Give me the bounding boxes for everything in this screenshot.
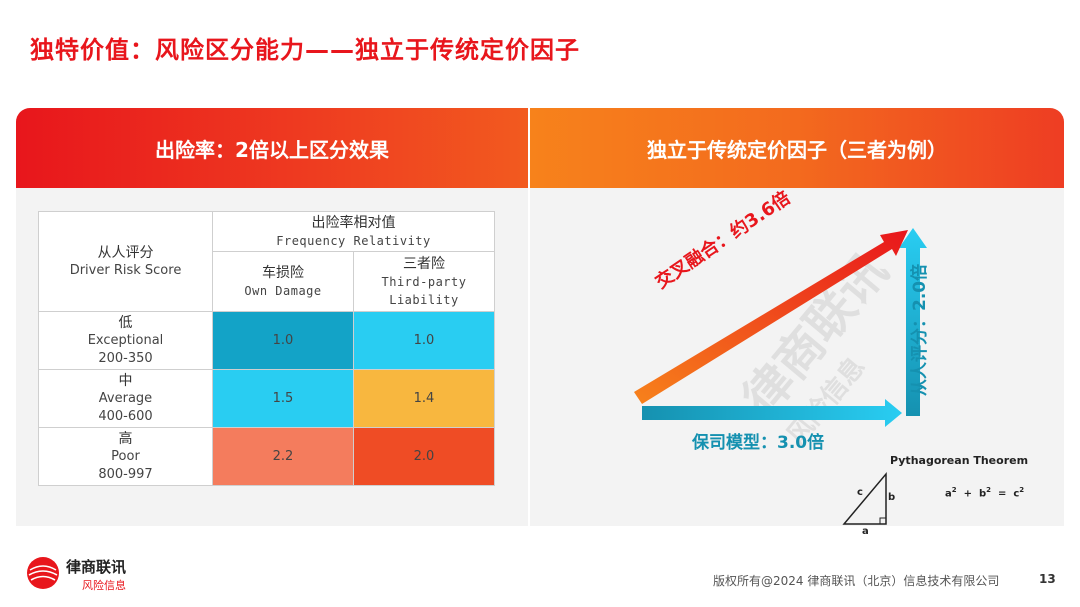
vertical-label: 从人评分：2.0倍 [910,263,930,396]
formula-plus: + [963,488,972,500]
pythagorean-title: Pythagorean Theorem [890,454,1029,467]
table-row: 高 Poor 800-997 2.2 2.0 [38,427,495,486]
row-label-en: Poor [111,448,140,464]
formula-exp: 2 [986,486,991,494]
value-cell: 1.0 [353,311,495,370]
col1-en: Own Damage [244,283,322,298]
table-row-header-cell: 从人评分 Driver Risk Score [38,211,213,312]
value-cell: 2.2 [212,427,354,486]
right-panel: 独立于传统定价因子（三者为例） [530,108,1064,526]
page-number: 13 [1039,572,1056,586]
row-label-cn: 中 [118,372,133,389]
row-label-en: Exceptional [87,332,164,348]
copyright-text: 版权所有@2024 律商联讯（北京）信息技术有限公司 [713,574,1000,588]
row-label: 高 Poor 800-997 [38,427,213,486]
row-label: 中 Average 400-600 [38,369,213,428]
row-label-cn: 高 [118,430,133,447]
table-group-header-cell: 出险率相对值 Frequency Relativity [212,211,495,252]
col2-en-1: Third-party [381,274,467,289]
right-panel-header: 独立于传统定价因子（三者为例） [530,108,1064,188]
row-label-range: 800-997 [98,466,153,482]
col1-cn: 车损险 [262,264,304,281]
value-cell: 1.4 [353,369,495,428]
pythagorean-triangle [842,471,887,525]
col-header-own-damage: 车损险 Own Damage [212,251,354,312]
formula-equals: = [997,488,1007,500]
footer-brand: 律商联讯 [66,558,127,576]
brand-logo-icon [27,557,59,589]
hypotenuse-arrow [634,230,908,404]
col2-cn: 三者险 [403,255,445,272]
row-label-cn: 低 [118,314,133,331]
col-header-third-party: 三者险 Third-party Liability [353,251,495,312]
vector-triangle-diagram [634,228,927,525]
value-cell: 1.5 [212,369,354,428]
base-arrow [642,399,902,427]
vertical-arrow [899,228,927,416]
row-label: 低 Exceptional 200-350 [38,311,213,370]
formula-exp: 2 [1019,486,1025,494]
col2-en-2: Liability [389,292,459,307]
pythagorean-formula: a2 + b2 = c2 [945,486,1024,499]
row-header-en: Driver Risk Score [69,262,182,278]
value-cell: 2.0 [353,427,495,486]
row-header-cn: 从人评分 [97,244,154,261]
row-label-range: 400-600 [98,408,153,424]
group-header-cn: 出险率相对值 [311,214,396,231]
formula-exp: 2 [951,486,957,494]
table-row: 中 Average 400-600 1.5 1.4 [38,369,495,428]
left-panel-header: 出险率：2倍以上区分效果 [16,108,528,188]
formula-a: a [945,488,952,500]
formula-b: b [978,488,987,500]
table-row: 低 Exceptional 200-350 1.0 1.0 [38,311,495,370]
base-label: 保司模型：3.0倍 [692,433,825,453]
value-cell: 1.0 [212,311,354,370]
row-label-range: 200-350 [98,350,153,366]
formula-c: c [1013,488,1020,500]
triangle-side-a: a [862,526,869,537]
frequency-relativity-table: 从人评分 Driver Risk Score 出险率相对值 Frequency … [38,211,495,486]
row-label-en: Average [98,390,153,406]
footer-sub: 风险信息 [82,579,126,592]
triangle-side-c: c [857,487,863,498]
group-header-en: Frequency Relativity [276,233,431,248]
slide-title: 独特价值：风险区分能力——独立于传统定价因子 [30,36,580,64]
triangle-side-b: b [888,492,896,503]
